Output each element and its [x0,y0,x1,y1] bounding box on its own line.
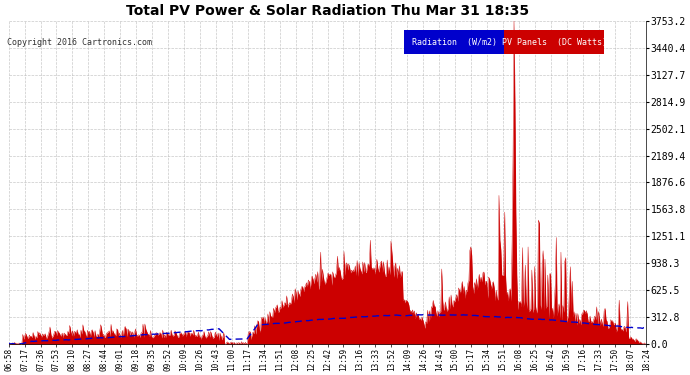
Title: Total PV Power & Solar Radiation Thu Mar 31 18:35: Total PV Power & Solar Radiation Thu Mar… [126,4,529,18]
Text: Copyright 2016 Cartronics.com: Copyright 2016 Cartronics.com [7,38,152,47]
Text: Radiation  (W/m2): Radiation (W/m2) [412,38,497,46]
Text: PV Panels  (DC Watts): PV Panels (DC Watts) [502,38,607,46]
